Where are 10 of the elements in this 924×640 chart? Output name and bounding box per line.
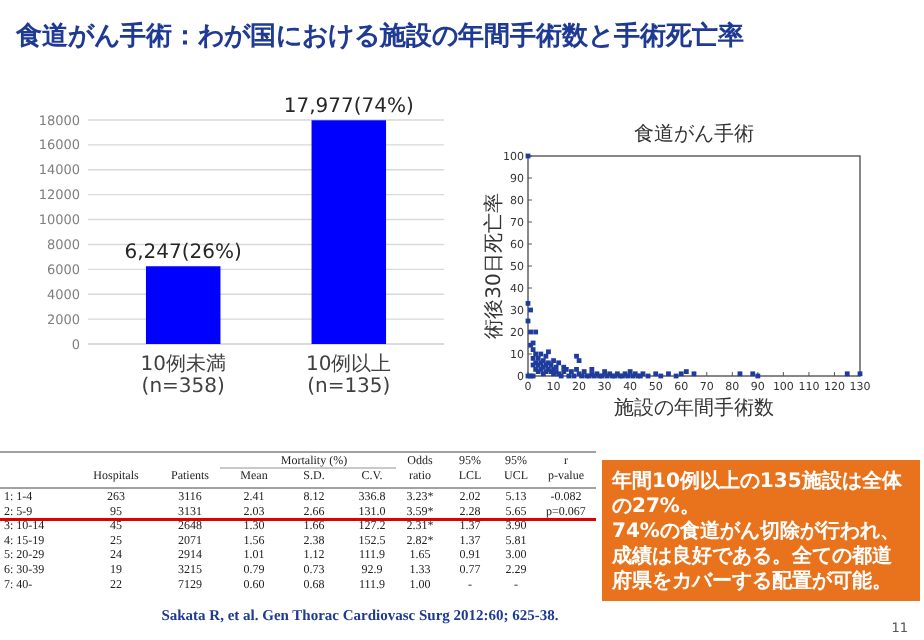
text: 74%の食道がん切除が行われ、成績は良好である。全ての都道府県をカバーする配置が可能。 [610, 519, 900, 593]
x-tick-label: 10例未満 (n=358) [140, 352, 226, 398]
data-label: 17,977(74%) [283, 96, 414, 119]
chart-title: 食道がん手術 [634, 122, 754, 146]
chart-title: 食道がん手術：わが国における施設の年間手術数と手術死亡率 [14, 20, 744, 52]
x-tick-label: 10例以上 (n=135) [306, 352, 392, 398]
y-axis-title: 術後30日死亡率 [482, 193, 506, 339]
x-axis-title: 施設の年間手術数 [614, 396, 774, 420]
data-label: 6,247(26%) [124, 242, 243, 265]
text: 年間10例以上の135施設は全体の27%。 [610, 469, 904, 518]
